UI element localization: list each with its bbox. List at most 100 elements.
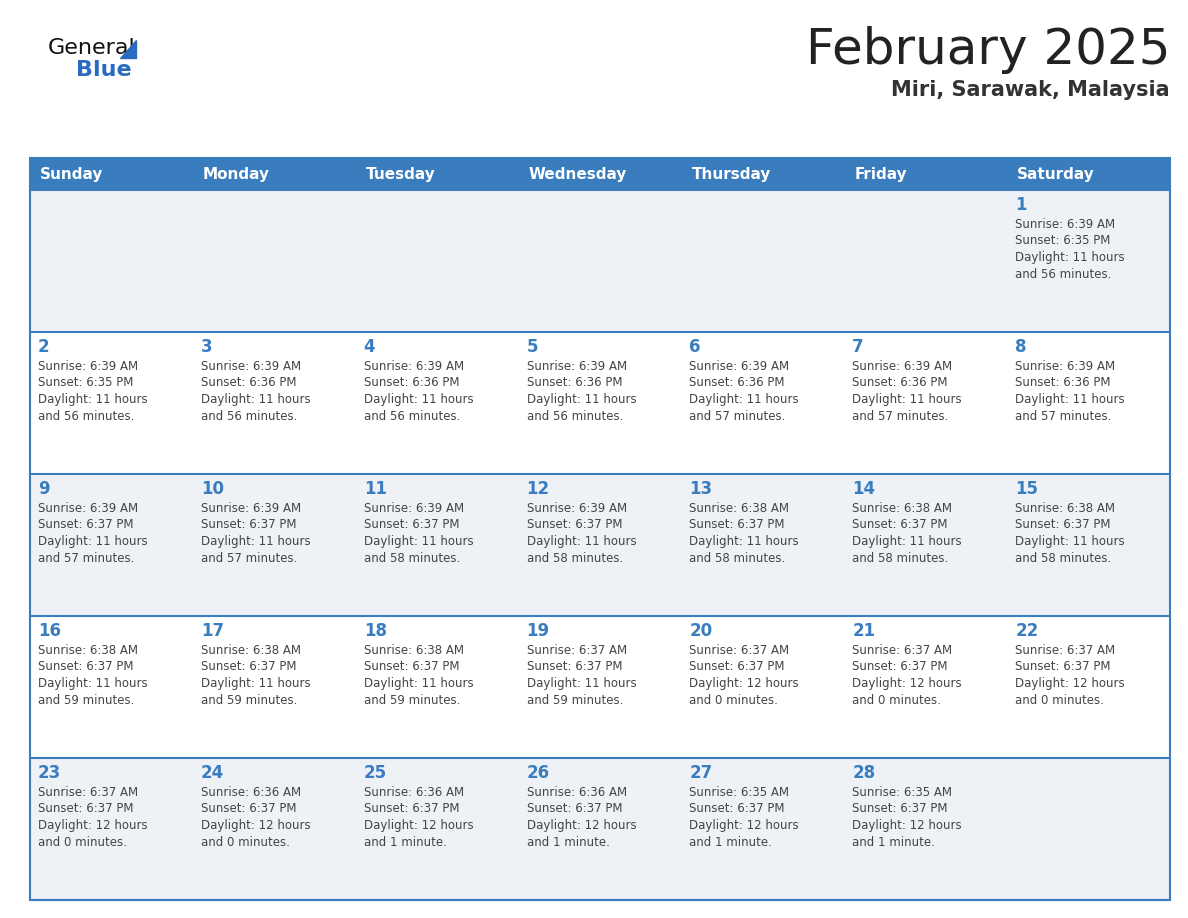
Text: Sunset: 6:37 PM: Sunset: 6:37 PM	[526, 519, 623, 532]
Text: Sunrise: 6:39 AM: Sunrise: 6:39 AM	[689, 360, 790, 373]
Text: Sunrise: 6:39 AM: Sunrise: 6:39 AM	[364, 360, 463, 373]
Text: and 0 minutes.: and 0 minutes.	[201, 835, 290, 848]
Text: Sunrise: 6:37 AM: Sunrise: 6:37 AM	[1015, 644, 1116, 657]
Text: 14: 14	[852, 480, 876, 498]
Text: 9: 9	[38, 480, 50, 498]
Text: Sunrise: 6:37 AM: Sunrise: 6:37 AM	[526, 644, 627, 657]
Text: Sunrise: 6:38 AM: Sunrise: 6:38 AM	[852, 502, 953, 515]
Text: and 59 minutes.: and 59 minutes.	[38, 693, 134, 707]
Text: Daylight: 11 hours: Daylight: 11 hours	[689, 535, 800, 548]
Text: Sunset: 6:35 PM: Sunset: 6:35 PM	[38, 376, 133, 389]
Text: and 59 minutes.: and 59 minutes.	[526, 693, 623, 707]
Text: and 56 minutes.: and 56 minutes.	[526, 409, 623, 422]
Text: Sunset: 6:37 PM: Sunset: 6:37 PM	[38, 519, 133, 532]
Text: Blue: Blue	[76, 60, 132, 80]
Text: Sunrise: 6:38 AM: Sunrise: 6:38 AM	[38, 644, 138, 657]
Text: and 59 minutes.: and 59 minutes.	[364, 693, 460, 707]
Text: 3: 3	[201, 338, 213, 356]
Text: Miri, Sarawak, Malaysia: Miri, Sarawak, Malaysia	[891, 80, 1170, 100]
Text: Sunset: 6:37 PM: Sunset: 6:37 PM	[38, 660, 133, 674]
Text: Daylight: 11 hours: Daylight: 11 hours	[526, 535, 637, 548]
Text: Sunrise: 6:38 AM: Sunrise: 6:38 AM	[1015, 502, 1116, 515]
Text: Saturday: Saturday	[1017, 166, 1095, 182]
Text: Sunset: 6:36 PM: Sunset: 6:36 PM	[1015, 376, 1111, 389]
Text: Sunset: 6:37 PM: Sunset: 6:37 PM	[852, 802, 948, 815]
Text: and 0 minutes.: and 0 minutes.	[38, 835, 127, 848]
Text: 16: 16	[38, 622, 61, 640]
Text: and 1 minute.: and 1 minute.	[852, 835, 935, 848]
Text: Sunset: 6:36 PM: Sunset: 6:36 PM	[364, 376, 460, 389]
Text: Sunrise: 6:36 AM: Sunrise: 6:36 AM	[364, 786, 463, 799]
Text: Daylight: 11 hours: Daylight: 11 hours	[689, 393, 800, 406]
Text: Sunrise: 6:39 AM: Sunrise: 6:39 AM	[1015, 218, 1116, 231]
Bar	[30, 158, 1170, 190]
Text: and 1 minute.: and 1 minute.	[364, 835, 447, 848]
Text: Daylight: 12 hours: Daylight: 12 hours	[526, 819, 637, 832]
Text: Daylight: 12 hours: Daylight: 12 hours	[689, 677, 800, 690]
Text: and 59 minutes.: and 59 minutes.	[201, 693, 297, 707]
Text: Daylight: 12 hours: Daylight: 12 hours	[364, 819, 473, 832]
Text: and 58 minutes.: and 58 minutes.	[852, 552, 948, 565]
Text: Sunset: 6:37 PM: Sunset: 6:37 PM	[1015, 660, 1111, 674]
Text: Sunset: 6:37 PM: Sunset: 6:37 PM	[852, 519, 948, 532]
Text: 22: 22	[1015, 622, 1038, 640]
Text: Sunrise: 6:39 AM: Sunrise: 6:39 AM	[38, 360, 138, 373]
Bar	[30, 190, 1170, 332]
Text: and 58 minutes.: and 58 minutes.	[689, 552, 785, 565]
Text: 11: 11	[364, 480, 387, 498]
Text: 6: 6	[689, 338, 701, 356]
Text: Sunrise: 6:37 AM: Sunrise: 6:37 AM	[38, 786, 138, 799]
Text: and 56 minutes.: and 56 minutes.	[1015, 267, 1112, 281]
Text: 25: 25	[364, 764, 387, 782]
Text: February 2025: February 2025	[805, 26, 1170, 74]
Text: Daylight: 11 hours: Daylight: 11 hours	[201, 677, 310, 690]
Text: Sunset: 6:37 PM: Sunset: 6:37 PM	[689, 660, 785, 674]
Text: Sunset: 6:35 PM: Sunset: 6:35 PM	[1015, 234, 1111, 248]
Text: and 57 minutes.: and 57 minutes.	[689, 409, 785, 422]
Text: Sunrise: 6:38 AM: Sunrise: 6:38 AM	[364, 644, 463, 657]
Text: Sunday: Sunday	[40, 166, 103, 182]
Text: Sunset: 6:37 PM: Sunset: 6:37 PM	[364, 519, 460, 532]
Text: 24: 24	[201, 764, 225, 782]
Text: Sunrise: 6:38 AM: Sunrise: 6:38 AM	[201, 644, 301, 657]
Text: 19: 19	[526, 622, 550, 640]
Text: Sunset: 6:37 PM: Sunset: 6:37 PM	[38, 802, 133, 815]
Text: Wednesday: Wednesday	[529, 166, 627, 182]
Text: and 0 minutes.: and 0 minutes.	[1015, 693, 1104, 707]
Text: Sunrise: 6:35 AM: Sunrise: 6:35 AM	[689, 786, 790, 799]
Text: 13: 13	[689, 480, 713, 498]
Text: 10: 10	[201, 480, 223, 498]
Text: Sunset: 6:37 PM: Sunset: 6:37 PM	[364, 660, 460, 674]
Text: Sunrise: 6:39 AM: Sunrise: 6:39 AM	[201, 360, 301, 373]
Text: Sunrise: 6:36 AM: Sunrise: 6:36 AM	[526, 786, 627, 799]
Text: Sunrise: 6:39 AM: Sunrise: 6:39 AM	[201, 502, 301, 515]
Text: and 58 minutes.: and 58 minutes.	[526, 552, 623, 565]
Text: Sunset: 6:36 PM: Sunset: 6:36 PM	[689, 376, 785, 389]
Text: Thursday: Thursday	[691, 166, 771, 182]
Text: Daylight: 11 hours: Daylight: 11 hours	[852, 393, 962, 406]
Text: Daylight: 11 hours: Daylight: 11 hours	[526, 677, 637, 690]
Text: 7: 7	[852, 338, 864, 356]
Text: Sunrise: 6:39 AM: Sunrise: 6:39 AM	[526, 502, 627, 515]
Text: Sunrise: 6:39 AM: Sunrise: 6:39 AM	[526, 360, 627, 373]
Text: Sunrise: 6:39 AM: Sunrise: 6:39 AM	[364, 502, 463, 515]
Bar	[30, 758, 1170, 900]
Text: 1: 1	[1015, 196, 1026, 214]
Text: 4: 4	[364, 338, 375, 356]
Text: Sunset: 6:37 PM: Sunset: 6:37 PM	[852, 660, 948, 674]
Text: Sunset: 6:37 PM: Sunset: 6:37 PM	[689, 519, 785, 532]
Text: Daylight: 11 hours: Daylight: 11 hours	[201, 535, 310, 548]
Text: Sunset: 6:37 PM: Sunset: 6:37 PM	[1015, 519, 1111, 532]
Text: Monday: Monday	[203, 166, 270, 182]
Text: Tuesday: Tuesday	[366, 166, 436, 182]
Text: and 57 minutes.: and 57 minutes.	[201, 552, 297, 565]
Text: and 1 minute.: and 1 minute.	[689, 835, 772, 848]
Text: Daylight: 11 hours: Daylight: 11 hours	[364, 535, 473, 548]
Text: Sunrise: 6:36 AM: Sunrise: 6:36 AM	[201, 786, 301, 799]
Text: and 57 minutes.: and 57 minutes.	[38, 552, 134, 565]
Text: Sunrise: 6:37 AM: Sunrise: 6:37 AM	[852, 644, 953, 657]
Text: 17: 17	[201, 622, 225, 640]
Text: 8: 8	[1015, 338, 1026, 356]
Text: Daylight: 11 hours: Daylight: 11 hours	[38, 677, 147, 690]
Text: Sunset: 6:36 PM: Sunset: 6:36 PM	[526, 376, 623, 389]
